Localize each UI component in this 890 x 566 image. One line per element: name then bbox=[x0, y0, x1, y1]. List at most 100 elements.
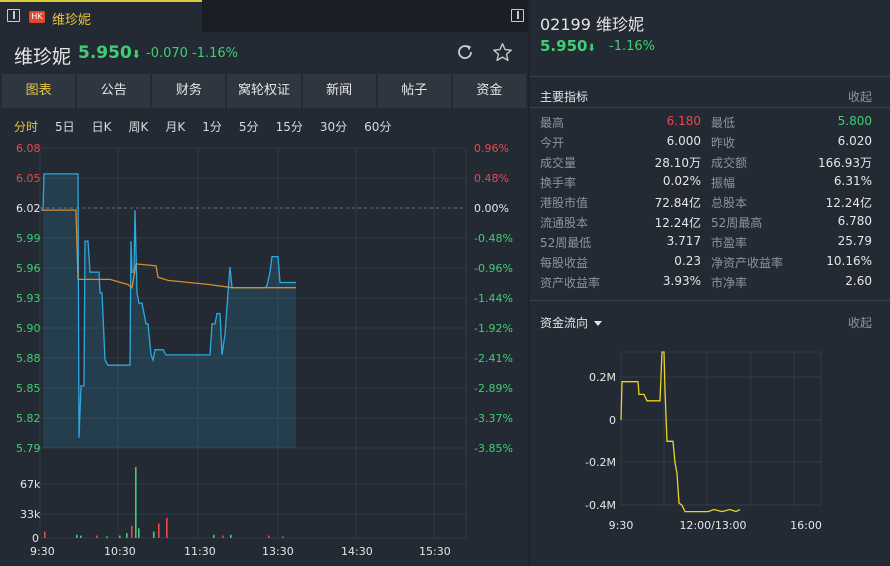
volume-bar bbox=[153, 531, 155, 538]
tab-news[interactable]: 新闻 bbox=[302, 74, 376, 108]
percent-tick-label: -2.41% bbox=[474, 352, 513, 365]
volume-bar bbox=[119, 535, 121, 538]
indicator-value: 0.02% bbox=[662, 174, 701, 188]
indicator-label: 每股收益 bbox=[540, 256, 589, 270]
time-tick-label: 14:30 bbox=[341, 545, 373, 558]
flow-y-tick: -0.4M bbox=[585, 499, 616, 512]
indicator-label: 52周最低 bbox=[540, 236, 592, 250]
divider bbox=[530, 300, 890, 301]
price-area-fill bbox=[43, 173, 296, 448]
indicator-label: 市净率 bbox=[711, 276, 748, 290]
percent-tick-label: -2.89% bbox=[474, 382, 513, 395]
volume-bar bbox=[213, 534, 215, 538]
price-tick-label: 5.96 bbox=[16, 262, 41, 275]
indicator-value: 0.23 bbox=[674, 254, 701, 268]
price-tick-label: 6.02 bbox=[16, 202, 41, 215]
tab-warrants[interactable]: 窝轮权证 bbox=[227, 74, 301, 108]
volume-bar bbox=[158, 523, 160, 538]
indicator-value: 25.79 bbox=[837, 234, 872, 248]
tab-stock[interactable]: HK 维珍妮 bbox=[0, 0, 202, 32]
period-15min[interactable]: 15分 bbox=[275, 120, 303, 134]
info-panel bbox=[530, 0, 890, 566]
down-arrow-icon: ⬇ bbox=[587, 43, 596, 54]
indicator-value: 6.180 bbox=[666, 114, 701, 128]
indicator-value: 72.84亿 bbox=[654, 196, 701, 210]
volume-bar bbox=[166, 517, 168, 538]
divider bbox=[530, 107, 890, 108]
price-tick-label: 6.08 bbox=[16, 142, 41, 155]
time-tick-label: 9:30 bbox=[30, 545, 55, 558]
volume-bar bbox=[106, 536, 108, 538]
indicator-label: 最高 bbox=[540, 116, 565, 130]
tab-announcements[interactable]: 公告 bbox=[77, 74, 151, 108]
period-monthly-k[interactable]: 月K bbox=[165, 120, 186, 134]
period-daily-k[interactable]: 日K bbox=[91, 120, 112, 134]
key-indicators-title: 主要指标 bbox=[540, 90, 589, 104]
indicator-value: 12.24亿 bbox=[825, 196, 872, 210]
indicator-value: 10.16% bbox=[826, 254, 872, 268]
flow-x-tick: 12:00/13:00 bbox=[679, 519, 746, 532]
fund-flow-chart: 0.2M 0 -0.2M -0.4M 9:30 12:00/13:00 16:00 bbox=[585, 351, 822, 532]
percent-tick-label: 0.96% bbox=[474, 142, 509, 155]
tab-posts[interactable]: 帖子 bbox=[377, 74, 451, 108]
period-1min[interactable]: 1分 bbox=[202, 120, 222, 134]
hk-market-badge: HK bbox=[29, 11, 45, 23]
indicator-label: 市盈率 bbox=[711, 236, 748, 250]
tab-financials[interactable]: 财务 bbox=[152, 74, 226, 108]
right-price: 5.950⬇ bbox=[540, 37, 596, 55]
price-tick-label: 5.90 bbox=[16, 322, 41, 335]
tab-funds[interactable]: 资金 bbox=[452, 74, 526, 108]
volume-tick-label: 67k bbox=[20, 478, 41, 491]
average-price-line bbox=[41, 209, 296, 289]
indicator-value: 6.780 bbox=[837, 214, 872, 228]
period-weekly-k[interactable]: 周K bbox=[128, 120, 149, 134]
sidebar-toggle-icon[interactable] bbox=[7, 9, 20, 22]
time-tick-label: 13:30 bbox=[262, 545, 294, 558]
volume-bar bbox=[282, 536, 284, 538]
period-60min[interactable]: 60分 bbox=[364, 120, 392, 134]
price-tick-label: 6.05 bbox=[16, 172, 41, 185]
indicator-label: 昨收 bbox=[711, 136, 736, 150]
period-5min[interactable]: 5分 bbox=[238, 120, 259, 134]
period-5day[interactable]: 5日 bbox=[55, 120, 75, 134]
period-30min[interactable]: 30分 bbox=[319, 120, 348, 134]
flow-x-tick: 9:30 bbox=[609, 519, 634, 532]
indicator-value: 6.31% bbox=[833, 174, 872, 188]
indicator-value: 3.93% bbox=[662, 274, 701, 288]
period-tabs: 分时 5日 日K 周K 月K 1分 5分 15分 30分 60分 bbox=[14, 118, 408, 136]
indicator-value: 5.800 bbox=[837, 114, 872, 128]
price-tick-label: 5.93 bbox=[16, 292, 41, 305]
volume-bar bbox=[222, 535, 224, 538]
fund-flow-title[interactable]: 资金流向 bbox=[540, 314, 603, 331]
price-tick-label: 5.82 bbox=[16, 412, 41, 425]
percent-tick-label: -3.85% bbox=[474, 442, 513, 455]
volume-bar bbox=[76, 534, 78, 538]
percent-tick-label: -0.48% bbox=[474, 232, 513, 245]
refresh-icon[interactable] bbox=[455, 42, 475, 62]
flow-y-tick: 0 bbox=[609, 414, 616, 427]
percent-tick-label: -0.96% bbox=[474, 262, 513, 275]
volume-bar bbox=[135, 467, 137, 538]
indicator-value: 3.717 bbox=[666, 234, 701, 248]
collapse-fund-flow-button[interactable]: 收起 bbox=[848, 316, 873, 330]
fund-flow-line bbox=[620, 351, 741, 513]
stock-price: 5.950⬇ bbox=[78, 43, 141, 63]
volume-bar bbox=[96, 535, 98, 538]
right-percent: -1.16% bbox=[609, 39, 655, 54]
star-icon[interactable] bbox=[492, 42, 513, 63]
price-tick-label: 5.79 bbox=[16, 442, 41, 455]
flow-y-tick: 0.2M bbox=[589, 371, 616, 384]
tab-chart[interactable]: 图表 bbox=[2, 74, 76, 108]
indicator-label: 净资产收益率 bbox=[711, 256, 784, 270]
volume-bar bbox=[230, 534, 232, 538]
dropdown-icon bbox=[594, 321, 603, 326]
indicator-label: 总股本 bbox=[711, 196, 748, 210]
intraday-chart[interactable]: 6.08 0.96% 6.05 0.48% 6.02 0.00% 5.99 -0.48% 5.9… bbox=[0, 138, 528, 566]
volume-bar bbox=[138, 528, 140, 538]
price-line bbox=[42, 173, 296, 438]
time-tick-label: 10:30 bbox=[104, 545, 136, 558]
time-tick-label: 15:30 bbox=[419, 545, 451, 558]
panel-toggle-icon[interactable] bbox=[511, 9, 524, 22]
collapse-indicators-button[interactable]: 收起 bbox=[848, 90, 873, 104]
period-intraday[interactable]: 分时 bbox=[14, 120, 39, 134]
